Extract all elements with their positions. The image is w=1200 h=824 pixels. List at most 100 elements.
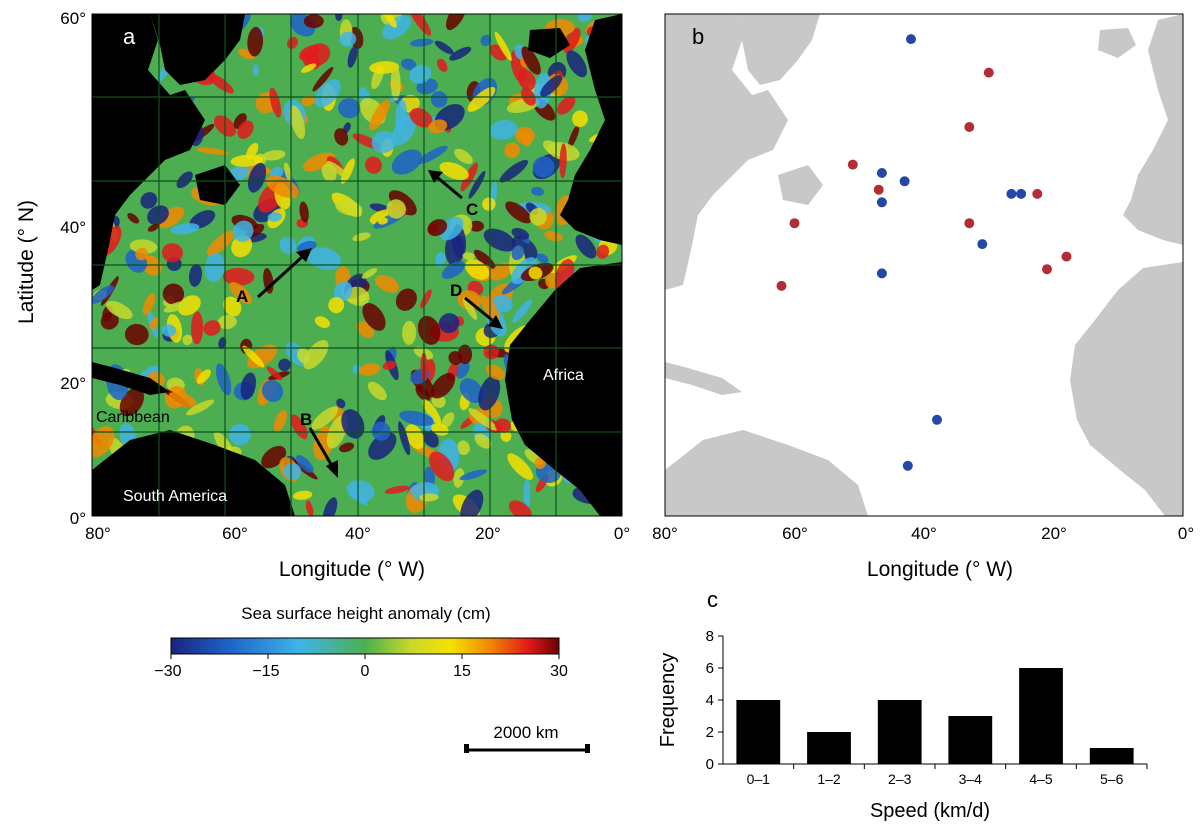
anomaly-blob bbox=[409, 108, 433, 128]
c-x-axis-label: Speed (km/d) bbox=[870, 800, 990, 822]
c-x-tick-label: 2–3 bbox=[888, 771, 912, 787]
anomaly-blob bbox=[480, 34, 492, 47]
red-eddy-point bbox=[983, 67, 994, 78]
anomaly-blob bbox=[409, 38, 434, 47]
arrow-label-c: C bbox=[466, 200, 478, 219]
anomaly-blob bbox=[575, 234, 597, 259]
anomaly-blob bbox=[468, 170, 486, 199]
anomaly-blob bbox=[489, 262, 513, 281]
c-y-tick-label: 2 bbox=[706, 724, 714, 741]
map-grid bbox=[92, 14, 622, 516]
anomaly-blob bbox=[322, 497, 338, 516]
anomaly-blob bbox=[336, 398, 346, 409]
anomaly-blob bbox=[529, 208, 547, 226]
anomaly-blob bbox=[428, 119, 448, 134]
anomaly-blob bbox=[517, 69, 536, 91]
blue-eddy-point bbox=[977, 239, 988, 250]
anomaly-blob bbox=[300, 63, 317, 73]
anomaly-blob bbox=[559, 143, 567, 179]
anomaly-blob bbox=[303, 14, 324, 29]
anomaly-blob bbox=[312, 66, 334, 92]
colorbar-tick-0: −30 bbox=[154, 663, 181, 680]
red-eddy-point bbox=[964, 122, 975, 132]
anomaly-blob bbox=[343, 122, 351, 134]
anomaly-blob bbox=[390, 65, 401, 101]
anomaly-blob bbox=[196, 147, 230, 155]
anomaly-blob bbox=[386, 199, 406, 219]
anomaly-blob bbox=[100, 312, 119, 330]
anomaly-blob bbox=[129, 239, 158, 254]
anomaly-blob bbox=[230, 154, 264, 167]
anomaly-blob bbox=[523, 478, 531, 512]
colorbar-tick-1: −15 bbox=[252, 663, 279, 680]
anomaly-blob bbox=[596, 244, 610, 259]
iceland-land bbox=[528, 28, 570, 58]
south-america-land bbox=[92, 430, 295, 516]
anomaly-blob bbox=[511, 227, 530, 240]
anomaly-blob bbox=[521, 46, 541, 75]
b-iceland-land bbox=[1098, 28, 1136, 58]
anomaly-blob bbox=[163, 300, 190, 313]
red-eddy-point bbox=[1061, 251, 1072, 262]
anomaly-blob bbox=[279, 236, 297, 255]
anomaly-blob bbox=[568, 124, 580, 149]
c-x-tick-label: 4–5 bbox=[1029, 771, 1053, 787]
anomaly-blob bbox=[434, 40, 454, 55]
a-y-tick-40: 40° bbox=[60, 218, 86, 237]
anomaly-blob bbox=[563, 27, 581, 54]
anomaly-blob bbox=[218, 336, 227, 350]
anomaly-blob bbox=[135, 247, 149, 261]
anomaly-blob bbox=[371, 131, 397, 153]
anomaly-blob bbox=[240, 372, 257, 400]
a-y-ticks: 60° 40° 20° 0° bbox=[60, 9, 86, 528]
anomaly-blob bbox=[489, 119, 518, 140]
anomaly-blob bbox=[338, 98, 361, 119]
anomaly-blob bbox=[540, 75, 563, 97]
blue-eddy-point bbox=[1006, 188, 1017, 199]
anomaly-blob bbox=[482, 197, 496, 211]
anomaly-blob bbox=[328, 297, 345, 314]
anomaly-blob bbox=[176, 171, 193, 189]
anomaly-blob bbox=[223, 296, 242, 317]
c-y-tick-label: 6 bbox=[706, 660, 714, 677]
anomaly-blob bbox=[207, 72, 234, 94]
anomaly-blob bbox=[178, 295, 201, 316]
anomaly-blob bbox=[303, 339, 329, 370]
colorbar-tick-4: 30 bbox=[550, 663, 568, 680]
anomaly-blob bbox=[215, 363, 232, 396]
anomaly-blob bbox=[492, 294, 513, 313]
anomaly-blob bbox=[528, 266, 543, 280]
greenland-land bbox=[150, 14, 245, 85]
blue-eddy-point bbox=[899, 176, 910, 187]
anomaly-blob bbox=[352, 232, 371, 242]
anomaly-blob bbox=[467, 86, 496, 112]
b-x-tick-80: 80° bbox=[652, 524, 678, 543]
b-africa-land bbox=[1070, 262, 1183, 516]
anomaly-blob bbox=[395, 288, 417, 311]
anomaly-blob bbox=[462, 252, 475, 261]
anomaly-blob bbox=[186, 399, 215, 416]
a-x-tick-40: 40° bbox=[345, 524, 371, 543]
anomaly-blob bbox=[556, 96, 576, 115]
anomaly-blob bbox=[161, 324, 176, 337]
anomaly-blob bbox=[424, 466, 435, 488]
anomaly-blob bbox=[263, 268, 274, 294]
north-america-land bbox=[92, 14, 205, 290]
anomaly-blob bbox=[229, 281, 252, 304]
anomaly-blob bbox=[371, 421, 391, 441]
c-x-tick-label: 0–1 bbox=[747, 771, 771, 787]
anomaly-blob bbox=[504, 142, 520, 159]
blue-eddy-point bbox=[876, 197, 887, 208]
anomaly-blob bbox=[182, 334, 193, 346]
c-y-tick-label: 0 bbox=[706, 756, 714, 773]
anomaly-blob bbox=[512, 299, 533, 323]
anomaly-blob bbox=[449, 46, 472, 61]
anomaly-blob bbox=[290, 105, 306, 140]
anomaly-blob bbox=[368, 432, 397, 460]
arrows bbox=[256, 170, 503, 478]
anomaly-blob bbox=[430, 372, 456, 399]
anomaly-blob bbox=[508, 500, 532, 516]
anomaly-blob bbox=[409, 14, 432, 36]
anomaly-blob bbox=[301, 95, 316, 107]
